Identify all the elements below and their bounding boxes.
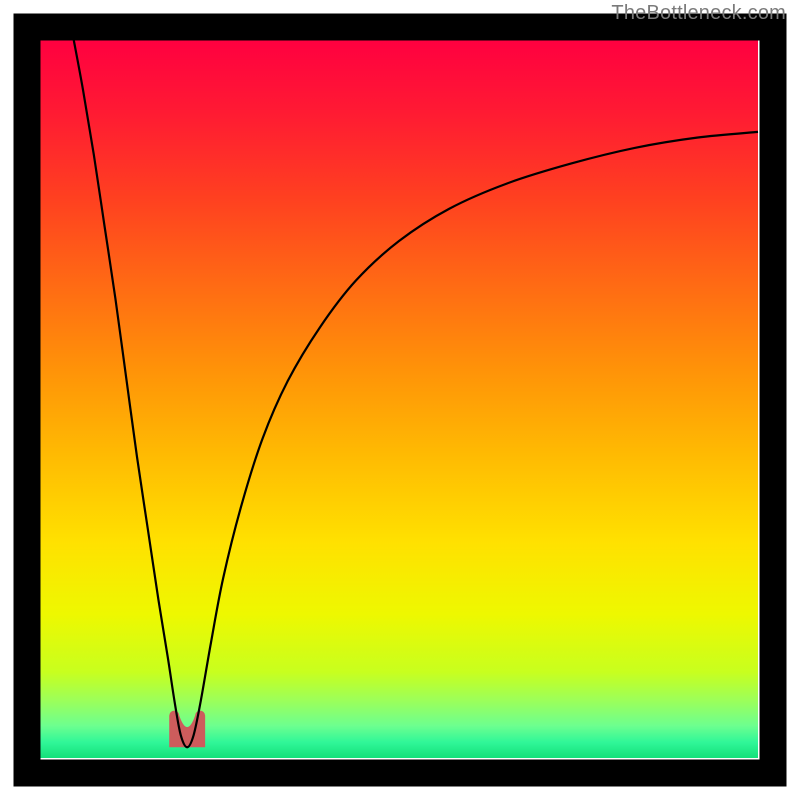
figure-container: TheBottleneck.com [0, 0, 800, 800]
bottleneck-chart [0, 0, 800, 800]
gradient-rect [40, 40, 758, 758]
watermark-text: TheBottleneck.com [611, 2, 786, 25]
